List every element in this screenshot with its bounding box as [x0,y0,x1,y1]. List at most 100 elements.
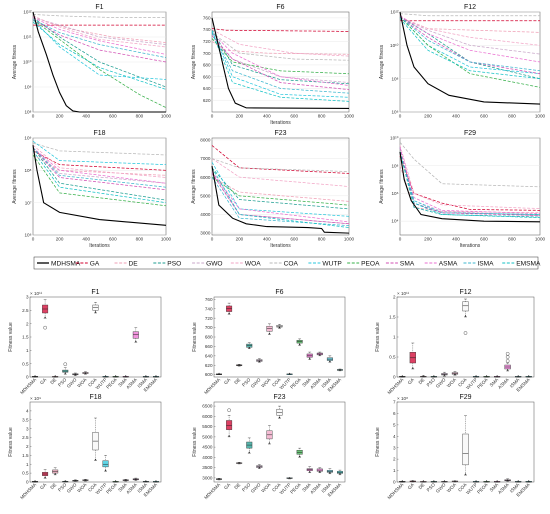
y-tick-label: 2 [393,295,396,300]
series-line-sma [32,19,167,63]
box-body [462,433,469,466]
x-category-label: MDHSMA [203,482,222,501]
x-category-label: COA [457,377,468,388]
y-tick-label: 10⁴ [391,219,398,224]
mean-marker [298,343,301,346]
x-category-label: MDHSMA [387,482,406,501]
series-line-ga [211,28,350,32]
y-tick-label: 0 [26,375,29,380]
x-tick-label: 400 [263,237,271,242]
series-line-mdhsma [32,11,166,113]
mean-marker [258,466,261,469]
y-tick-label: 10⁹ [24,85,31,90]
x-category-label: DE [49,482,57,490]
mean-marker [154,480,157,482]
x-category-label: SMA [117,377,128,388]
series-line-wutp [32,19,167,80]
x-tick-label: 600 [480,114,488,119]
mean-marker [84,372,87,374]
box-pso: PSO [426,480,437,493]
mean-marker [124,375,127,377]
boxplot-panel-f6: 600 620 640 660 680 700 720 740 760 MDHSMA GA DE PSO… [192,289,346,395]
mean-marker [248,451,251,453]
mean-marker [278,326,281,329]
legend-label: ASMA [439,260,458,267]
y-tick-label: 3 [393,445,396,450]
series-line-mdhsma [211,17,350,110]
x-category-label: WOA [76,377,88,389]
series-line-peoa [211,38,350,75]
box-ga: GA [223,302,233,385]
mean-marker [443,374,446,376]
y-axis-label: Fitness value [375,427,381,457]
x-tick-label: 200 [236,237,244,242]
plot-frame [32,137,167,236]
x-tick-label: 0 [32,114,35,119]
panel-title: F29 [464,130,476,137]
x-tick-label: 200 [236,114,244,119]
legend-entry-ga: GA [75,260,100,267]
legend-entry-wutp: WUTP [308,260,342,267]
plot-frame [396,296,535,378]
series-line-emsma [32,150,167,204]
y-tick-label: 2 [26,444,29,449]
series-line-pso [399,16,541,80]
legend-entry-mdhsma: MDHSMA [37,260,81,267]
mean-marker [94,311,97,313]
y-tick-label: 4 [393,434,396,439]
y-tick-label: 2.5 [22,308,29,313]
series-line-de [211,41,350,55]
outlier-point [63,362,68,367]
box-gwo: GWO [66,479,79,494]
x-tick-label: 800 [318,237,326,242]
x-tick-label: 600 [109,237,117,242]
mean-marker [34,375,37,377]
box-woa: WOA [76,371,89,389]
y-tick-label: 0 [26,480,29,485]
legend-label: GA [90,260,100,267]
mean-marker [278,416,281,419]
y-tick-label: 4500 [202,445,213,450]
box-de: DE [49,375,59,385]
x-tick-label: 1000 [535,114,546,119]
y-tick-label: 760 [205,297,213,302]
x-tick-label: 1000 [344,114,355,119]
box-mdhsma: MDHSMA [19,375,39,395]
series-line-isma [32,19,167,58]
mean-marker [464,473,467,475]
series-line-sma [399,147,541,217]
x-tick-label: 200 [424,114,432,119]
plot-frame [211,11,350,113]
x-category-label: WOA [76,482,88,494]
x-category-label: PSO [57,482,68,493]
x-tick-label: 800 [318,114,326,119]
mean-marker [104,469,107,471]
mean-marker [453,480,456,482]
box-woa: WOA [76,479,89,494]
series-line-pso [32,147,167,201]
box-pso: PSO [57,480,69,493]
plot-frame [213,296,346,378]
convergence-panel-f6: 620 640 660 680 700 720 740 760 0 200 400 600 800 100… [191,4,355,126]
y-tick-label: 4000 [202,455,213,460]
series-line-woa [32,144,167,178]
y-exponent-label: × 10⁹ [30,396,41,401]
series-line-isma [211,32,350,94]
mean-marker [268,332,271,335]
x-category-label: SMA [301,482,312,493]
mean-marker [401,480,404,482]
y-tick-label: 620 [205,363,213,368]
box-coa: COA [457,298,469,388]
x-category-label: PEOA [476,377,489,390]
x-category-label: GWO [250,482,262,494]
y-tick-label: 10¹² [390,10,399,15]
x-category-label: SMA [301,377,312,388]
box-emsma: EMSMA [515,480,532,498]
legend-label: GWO [206,260,222,267]
x-tick-label: 0 [32,237,35,242]
mean-marker [154,375,157,377]
series-line-peoa [32,154,167,207]
x-tick-label: 400 [452,237,460,242]
y-tick-label: 3500 [202,465,213,470]
